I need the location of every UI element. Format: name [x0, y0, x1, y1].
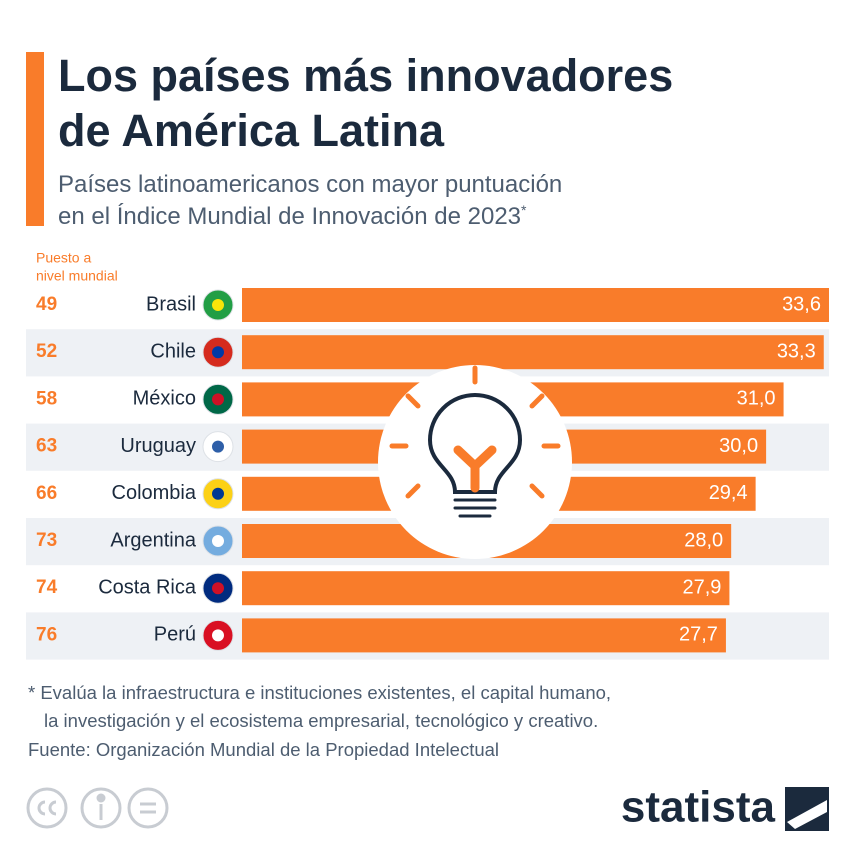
- flag-detail: [212, 299, 224, 311]
- category-label: Uruguay: [120, 435, 196, 457]
- accent-bar: [26, 52, 44, 226]
- value-label: 33,6: [782, 293, 821, 315]
- value-labels: 33,6 33,3 31,0 30,0 29,4 28,0 27,9 27,7: [679, 293, 821, 645]
- value-label: 27,9: [682, 576, 721, 598]
- value-label: 27,7: [679, 624, 718, 646]
- subtitle-line: en el Índice Mundial de Innovación de 20…: [58, 203, 521, 230]
- category-label: Colombia: [112, 482, 197, 504]
- rank: 73: [36, 530, 57, 551]
- lightbulb-icon: [378, 365, 572, 559]
- bar: [242, 618, 726, 653]
- category-label: Perú: [154, 624, 196, 646]
- category-label: Brasil: [146, 293, 196, 315]
- flag-detail: [212, 582, 224, 595]
- footnote: * Evalúa la infraestructura e institucio…: [28, 682, 611, 703]
- value-label: 29,4: [709, 482, 748, 504]
- rank: 66: [36, 483, 57, 504]
- value-label: 31,0: [737, 388, 776, 410]
- rank: 63: [36, 436, 57, 457]
- bar: [242, 335, 824, 370]
- rank-header: Puesto a: [36, 250, 91, 266]
- subtitle: Países latinoamericanos con mayor puntua…: [58, 171, 562, 198]
- bar: [242, 288, 829, 322]
- footnote: la investigación y el ecosistema empresa…: [44, 710, 598, 731]
- subtitle: en el Índice Mundial de Innovación de 20…: [58, 202, 527, 230]
- value-label: 28,0: [684, 529, 723, 551]
- brand-logo: statista: [621, 783, 776, 832]
- rank: 49: [36, 294, 57, 315]
- flag-detail: [212, 535, 224, 547]
- chart-title: de América Latina: [58, 105, 445, 156]
- license-icons: [26, 787, 169, 829]
- flag-detail: [212, 629, 224, 642]
- rank: 74: [36, 577, 58, 598]
- category-label: Chile: [150, 340, 196, 362]
- category-label: Argentina: [110, 529, 196, 551]
- flag-detail: [212, 346, 224, 359]
- flag-detail: [212, 393, 224, 406]
- rank: 52: [36, 341, 57, 362]
- chart-title: Los países más innovadores: [58, 50, 673, 101]
- category-label: México: [133, 388, 196, 410]
- category-label: Costa Rica: [98, 576, 197, 598]
- flag-detail: [212, 440, 224, 453]
- value-label: 30,0: [719, 435, 758, 457]
- rank: 58: [36, 388, 57, 409]
- subtitle-mark: *: [521, 202, 527, 218]
- flag-detail: [212, 487, 224, 500]
- source: Fuente: Organización Mundial de la Propi…: [28, 739, 499, 760]
- value-label: 33,3: [777, 340, 816, 362]
- rank: 76: [36, 624, 57, 645]
- bar: [242, 571, 730, 606]
- rank-header: nivel mundial: [36, 268, 118, 284]
- brand-icon: [785, 787, 829, 831]
